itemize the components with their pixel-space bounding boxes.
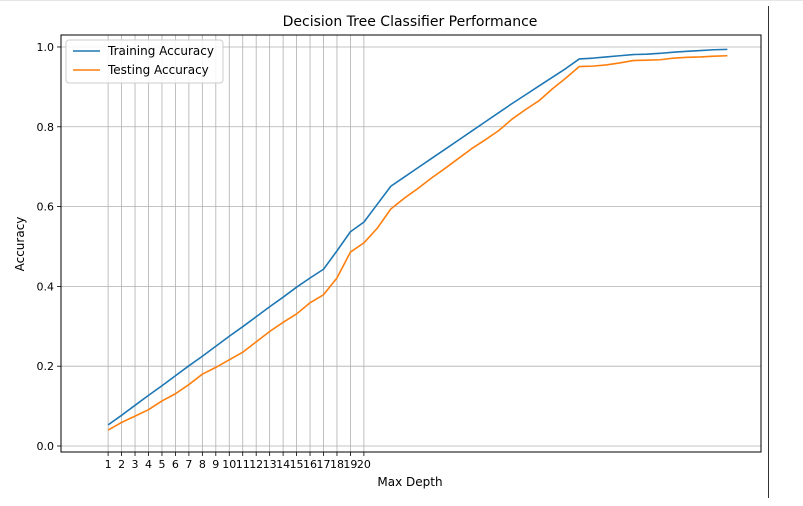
y-axis: 0.0 0.2 0.4 0.6 0.8 1.0 — [37, 41, 61, 453]
y-tick-label: 1.0 — [37, 41, 55, 54]
x-tick-label: 13 — [263, 458, 277, 471]
frame-top-rule — [0, 0, 803, 1]
y-tick-label: 0.8 — [37, 121, 55, 134]
x-tick-label: 2 — [118, 458, 125, 471]
x-tick-label: 4 — [145, 458, 152, 471]
x-tick-label: 17 — [317, 458, 331, 471]
plot-frame — [60, 34, 762, 453]
x-tick-label: 14 — [276, 458, 290, 471]
x-tick-label: 7 — [185, 458, 192, 471]
legend-label: Testing Accuracy — [107, 63, 209, 77]
x-tick-label: 11 — [236, 458, 250, 471]
y-tick-label: 0.4 — [37, 280, 55, 293]
series-line-testing — [107, 54, 728, 431]
frame-side-rule — [768, 6, 769, 498]
y-tick-label: 0.0 — [37, 440, 55, 453]
x-tick-label: 12 — [249, 458, 263, 471]
x-tick-label: 10 — [222, 458, 236, 471]
x-tick-label: 1 — [105, 458, 112, 471]
x-tick-label: 18 — [330, 458, 344, 471]
x-tick-label: 6 — [172, 458, 179, 471]
x-axis-label: Max Depth — [377, 475, 442, 489]
y-axis-label: Accuracy — [13, 217, 27, 272]
chart-title: Decision Tree Classifier Performance — [283, 14, 538, 30]
grid-lines — [61, 35, 761, 452]
x-tick-label: 5 — [158, 458, 165, 471]
series-lines — [107, 48, 728, 431]
x-axis: 1 2 3 4 5 6 7 8 9 10 11 12 13 14 15 16 17 18 19 20 — [105, 452, 371, 471]
legend-box — [65, 39, 224, 84]
x-tick-label: 20 — [357, 458, 371, 471]
y-tick-label: 0.2 — [37, 360, 55, 373]
x-tick-label: 3 — [132, 458, 139, 471]
x-tick-label: 8 — [199, 458, 206, 471]
y-tick-label: 0.6 — [37, 201, 55, 214]
series-line-training — [107, 48, 728, 426]
x-tick-label: 19 — [343, 458, 357, 471]
x-tick-label: 15 — [290, 458, 304, 471]
legend: Training Accuracy Testing Accuracy — [65, 39, 224, 84]
x-tick-label: 9 — [212, 458, 219, 471]
legend-label: Training Accuracy — [107, 44, 214, 58]
x-tick-label: 16 — [303, 458, 317, 471]
